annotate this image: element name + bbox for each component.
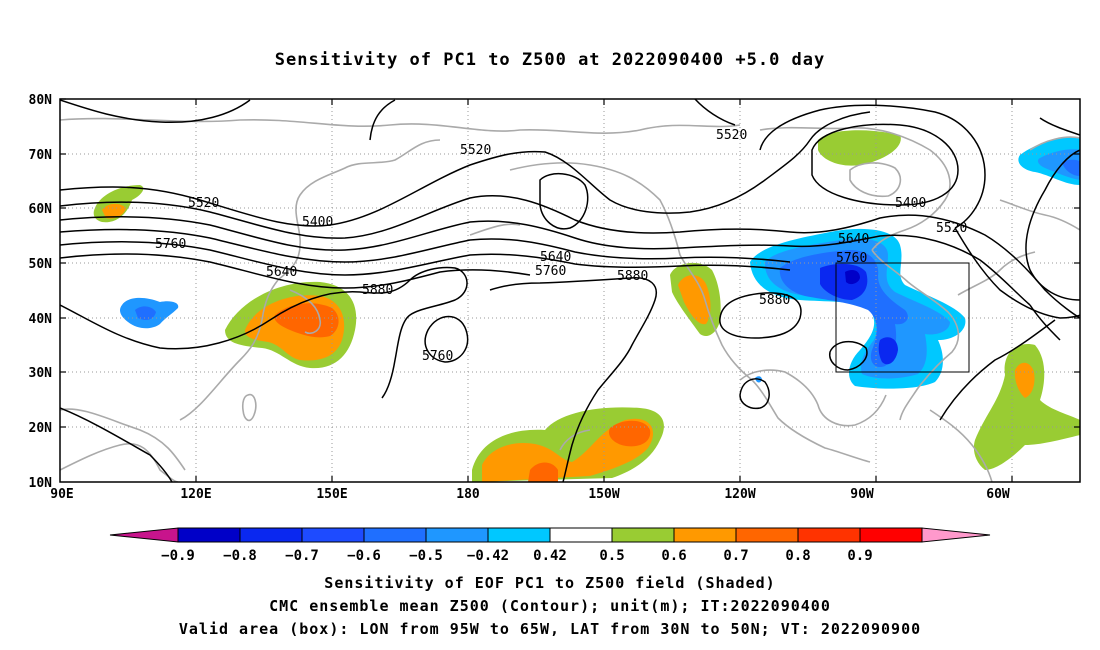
lat-label: 20N (29, 421, 53, 436)
contour-labels: 5520 5520 5520 5520 5400 5400 5760 5760 … (155, 128, 967, 364)
colorbar-right-extension (921, 527, 991, 543)
lon-label: 150W (588, 487, 619, 502)
caption-line-2: CMC ensemble mean Z500 (Contour); unit(m… (269, 597, 831, 615)
lon-label: 150E (316, 487, 347, 502)
contour-label: 5400 (302, 215, 333, 230)
colorbar-label: 0.7 (723, 548, 748, 564)
longitude-labels: 90E 120E 150E 180 150W 120W 90W 60W (50, 487, 1010, 502)
colorbar-swatch (549, 527, 613, 543)
valid-area-box (835, 262, 970, 373)
colorbar: −0.9 −0.8 −0.7 −0.6 −0.5 −0.42 0.42 0.5 0.6 0.7 0.… (109, 527, 991, 564)
colorbar-swatch (177, 527, 241, 543)
colorbar-label: −0.9 (161, 548, 195, 564)
colorbar-label: −0.8 (223, 548, 257, 564)
lat-label: 40N (29, 312, 53, 327)
contour-label: 5400 (895, 196, 926, 211)
lon-label: 90W (850, 487, 874, 502)
colorbar-swatch (797, 527, 861, 543)
colorbar-label: 0.42 (533, 548, 567, 564)
lon-label: 120E (180, 487, 211, 502)
coastlines (60, 117, 1080, 482)
colorbar-label: 0.5 (599, 548, 624, 564)
contour-label: 5760 (155, 237, 186, 252)
lat-label: 50N (29, 257, 53, 272)
colorbar-label: −0.6 (347, 548, 381, 564)
colorbar-segments (177, 527, 923, 543)
lon-label: 120W (724, 487, 755, 502)
contour-label: 5760 (422, 349, 453, 364)
colorbar-swatch (673, 527, 737, 543)
map-frame (59, 98, 1081, 483)
contour-label: 5880 (759, 293, 790, 308)
lat-label: 70N (29, 148, 53, 163)
lat-label: 30N (29, 366, 53, 381)
colorbar-swatch (859, 527, 923, 543)
caption-line-1: Sensitivity of EOF PC1 to Z500 field (Sh… (324, 574, 776, 592)
map-title: Sensitivity of PC1 to Z500 at 2022090400… (274, 50, 826, 70)
lon-label: 90E (50, 487, 73, 502)
contour-label: 5880 (617, 269, 648, 284)
lat-label: 80N (29, 93, 53, 108)
colorbar-label: 0.9 (847, 548, 872, 564)
contour-label: 5640 (266, 265, 297, 280)
sensitivity-shading (93, 130, 1080, 482)
colorbar-swatch (239, 527, 303, 543)
colorbar-swatch (301, 527, 365, 543)
z500-contours (60, 99, 1080, 482)
colorbar-labels: −0.9 −0.8 −0.7 −0.6 −0.5 −0.42 0.42 0.5 0.6 0.7 0.… (161, 548, 873, 564)
colorbar-label: −0.42 (467, 548, 509, 564)
contour-label: 5640 (540, 250, 571, 265)
lon-label: 180 (456, 487, 480, 502)
colorbar-swatch (487, 527, 551, 543)
contour-label: 5760 (535, 264, 566, 279)
tick-marks (60, 98, 1080, 482)
colorbar-swatch (425, 527, 489, 543)
colorbar-label: 0.6 (661, 548, 686, 564)
colorbar-label: 0.8 (785, 548, 810, 564)
map-plot-area: 5520 5520 5520 5520 5400 5400 5760 5760 … (60, 99, 1080, 482)
caption-line-3: Valid area (box): LON from 95W to 65W, L… (178, 620, 922, 638)
latitude-labels: 80N 70N 60N 50N 40N 30N 20N 10N (29, 93, 53, 491)
lon-label: 60W (986, 487, 1010, 502)
contour-label: 5520 (460, 143, 491, 158)
lat-label: 60N (29, 202, 53, 217)
lat-label: 10N (29, 476, 53, 491)
contour-label: 5520 (188, 196, 219, 211)
contour-label: 5760 (836, 251, 867, 266)
colorbar-left-extension (109, 527, 179, 543)
colorbar-label: −0.5 (409, 548, 443, 564)
contour-label: 5520 (716, 128, 747, 143)
colorbar-swatch (735, 527, 799, 543)
contour-label: 5880 (362, 283, 393, 298)
colorbar-label: −0.7 (285, 548, 319, 564)
contour-label: 5640 (838, 232, 869, 247)
colorbar-swatch (363, 527, 427, 543)
colorbar-swatch (611, 527, 675, 543)
contour-label: 5520 (936, 221, 967, 236)
